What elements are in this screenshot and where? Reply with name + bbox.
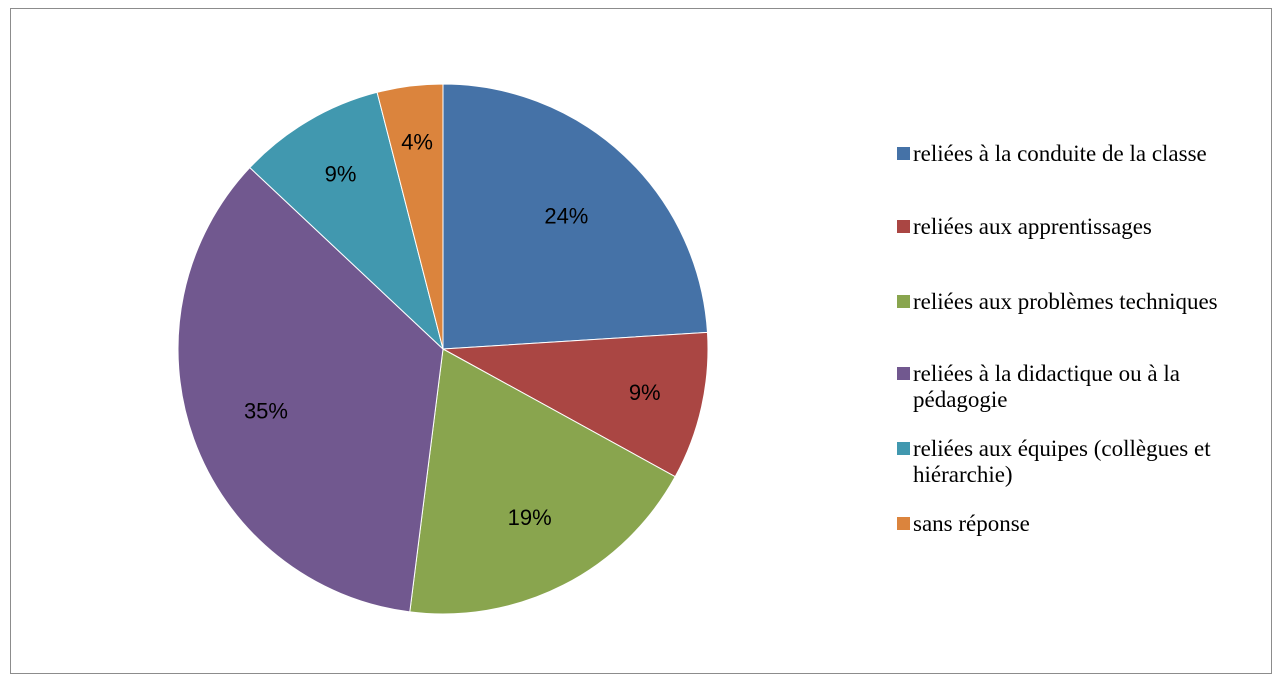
legend-swatch-conduite xyxy=(897,147,910,160)
pie-data-label-conduite: 24% xyxy=(544,203,588,228)
chart-frame: 24% 9% 19% 35% 9% 4% reliées à la conduite de… xyxy=(10,8,1272,674)
legend-label-equipes: reliées aux équipes (collègues et hiérar… xyxy=(913,436,1211,487)
pie-data-label-sans-reponse: 4% xyxy=(401,130,433,155)
pie-slice-conduite xyxy=(442,83,709,350)
pie-data-label-equipes: 9% xyxy=(325,161,357,186)
legend-item-sans-reponse: sans réponse xyxy=(891,511,1275,537)
legend-label-problemes-techniques: reliées aux problèmes techniques xyxy=(913,289,1218,314)
pie-slice-apprentissages xyxy=(441,331,709,478)
legend-label-conduite: reliées à la conduite de la classe xyxy=(913,141,1207,166)
pie-data-label-problemes-techniques: 19% xyxy=(508,505,552,530)
pie-data-label-apprentissages: 9% xyxy=(629,380,661,405)
legend-swatch-apprentissages xyxy=(897,220,910,233)
legend-item-apprentissages: reliées aux apprentissages xyxy=(891,214,1275,240)
legend-label-apprentissages: reliées aux apprentissages xyxy=(913,214,1152,239)
legend-item-equipes: reliées aux équipes (collègues et hiérar… xyxy=(891,436,1275,488)
legend-label-sans-reponse: sans réponse xyxy=(913,511,1030,536)
legend-item-problemes-techniques: reliées aux problèmes techniques xyxy=(891,289,1275,315)
legend-item-conduite: reliées à la conduite de la classe xyxy=(891,141,1275,167)
legend-swatch-didactique xyxy=(897,367,910,380)
legend-label-didactique: reliées à la didactique ou à la pédagogi… xyxy=(913,361,1180,412)
legend-swatch-sans-reponse xyxy=(897,517,910,530)
pie-slice-equipes xyxy=(249,91,444,351)
pie-slice-sans-reponse xyxy=(376,83,444,350)
legend-swatch-problemes-techniques xyxy=(897,295,910,308)
pie-slice-didactique xyxy=(177,166,444,613)
pie-chart: 24% 9% 19% 35% 9% 4% xyxy=(177,83,709,615)
pie-data-label-didactique: 35% xyxy=(244,399,288,424)
legend-item-didactique: reliées à la didactique ou à la pédagogi… xyxy=(891,361,1275,413)
pie-slice-problemes-techniques xyxy=(409,348,676,615)
legend-swatch-equipes xyxy=(897,442,910,455)
